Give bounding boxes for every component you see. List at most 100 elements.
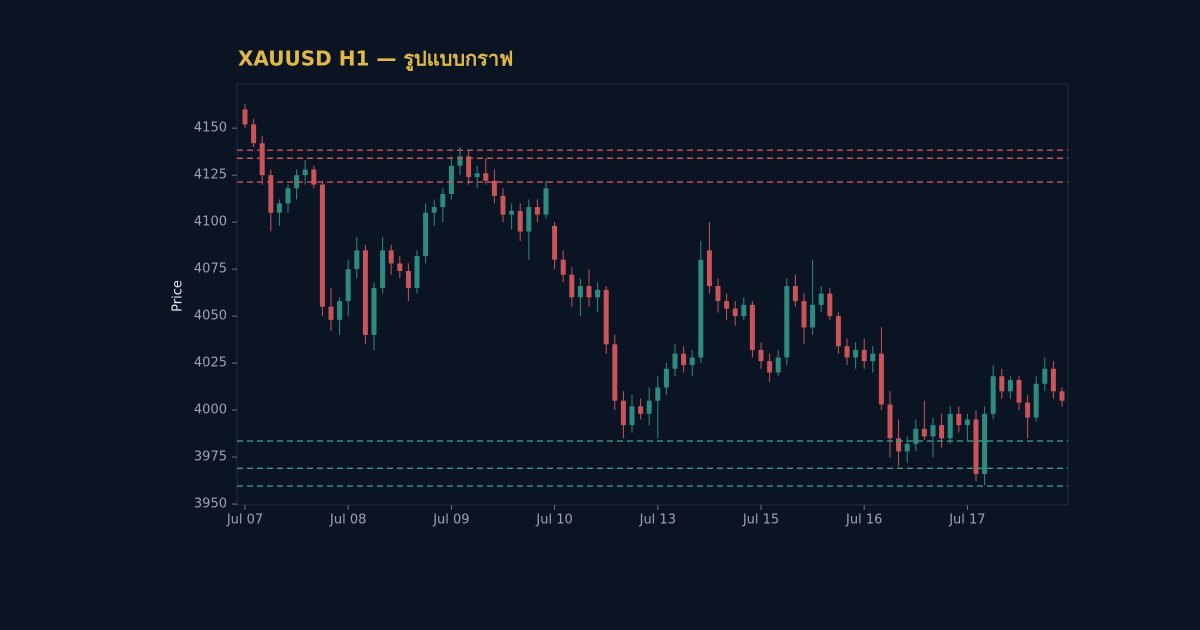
candle-body [818, 293, 824, 305]
x-tick-label: Jul 16 [845, 513, 882, 528]
candle-body [405, 271, 411, 288]
y-tick-label: 4125 [194, 168, 227, 183]
x-tick-label: Jul 17 [948, 513, 985, 528]
candle-body [681, 353, 687, 365]
candle-body [319, 184, 325, 307]
candle-body [990, 376, 996, 414]
candle-body [1033, 383, 1039, 418]
chart-title: XAUUSD H1 — รูปแบบกราฟ [238, 47, 513, 73]
candle-body [741, 304, 747, 317]
candle-body [947, 413, 953, 439]
candle-body [844, 346, 850, 358]
candle-body [887, 404, 893, 439]
x-tick-label: Jul 10 [535, 513, 572, 528]
candle-body [552, 225, 558, 260]
candle-body [474, 173, 480, 178]
candle-body [1059, 391, 1065, 401]
candle-body [724, 301, 730, 309]
candle-body [706, 250, 712, 287]
candle-body [354, 250, 360, 270]
candle-body [1007, 380, 1013, 392]
candle-body [810, 304, 816, 328]
candle-body [577, 286, 583, 298]
candle-body [388, 250, 394, 264]
candle-body [921, 428, 927, 437]
candle-body [1042, 368, 1048, 384]
y-axis-label: Price [171, 280, 186, 312]
candle-body [569, 274, 575, 298]
y-tick-label: 4025 [194, 356, 227, 371]
x-tick-label: Jul 15 [742, 513, 779, 528]
candle-body [509, 210, 515, 215]
candle-body [698, 259, 704, 358]
candle-body [982, 413, 988, 474]
candle-body [749, 304, 755, 350]
candle-body [311, 169, 317, 185]
candle-body [689, 357, 695, 365]
candle-body [466, 156, 472, 178]
candle-body [259, 143, 265, 176]
candle-body [328, 306, 334, 320]
candle-body [457, 156, 463, 166]
candle-body [1050, 368, 1056, 392]
plot-frame [236, 83, 1069, 506]
candle-body [792, 286, 798, 302]
candle-body [896, 438, 902, 452]
candle-body [629, 406, 635, 426]
x-tick-label: Jul 09 [432, 513, 469, 528]
candle-body [775, 357, 781, 373]
candle-body [491, 180, 497, 196]
candle-body [1025, 402, 1031, 418]
candle-body [784, 286, 790, 358]
candle-body [801, 301, 807, 328]
candle-body [345, 269, 351, 302]
candle-body [534, 207, 540, 215]
candle-body [732, 308, 738, 317]
candle-body [853, 349, 859, 358]
candle-body [423, 212, 429, 256]
x-tick-label: Jul 07 [226, 513, 263, 528]
candle-body [930, 425, 936, 437]
candle-body [999, 376, 1005, 392]
candle-body [543, 188, 549, 215]
candle-body [956, 413, 962, 426]
candle-body [586, 286, 592, 298]
candle-body [560, 259, 566, 275]
candle-body [397, 263, 403, 272]
candle-body [913, 428, 919, 444]
candle-body [827, 293, 833, 317]
x-tick-label: Jul 13 [639, 513, 676, 528]
candle-body [603, 289, 609, 345]
y-tick-label: 4050 [194, 309, 227, 324]
candle-body [646, 400, 652, 414]
x-tick-label: Jul 08 [329, 513, 366, 528]
candle-body [337, 301, 343, 320]
candle-body [242, 109, 248, 125]
candle-body [663, 368, 669, 388]
candle-body [964, 419, 970, 426]
candle-body [517, 210, 523, 232]
candle-body [448, 165, 454, 194]
candle-body [939, 425, 945, 439]
y-tick-label: 3950 [194, 497, 227, 512]
candle-body [268, 175, 274, 213]
candle-body [483, 173, 489, 181]
candle-body [276, 203, 282, 213]
y-tick-label: 4150 [194, 121, 227, 136]
candle-body [302, 169, 308, 176]
candle-body [285, 188, 291, 204]
candle-body [672, 353, 678, 369]
candle-body [861, 349, 867, 362]
candle-body [500, 195, 506, 215]
candle-body [767, 361, 773, 373]
candle-body [904, 443, 910, 452]
y-tick-label: 4075 [194, 262, 227, 277]
candle-body [1016, 380, 1022, 403]
candle-body [294, 175, 300, 189]
candle-body [655, 387, 661, 401]
y-tick-label: 4100 [194, 215, 227, 230]
candle-body [715, 286, 721, 302]
candle-body [612, 344, 618, 401]
candle-body [870, 353, 876, 362]
